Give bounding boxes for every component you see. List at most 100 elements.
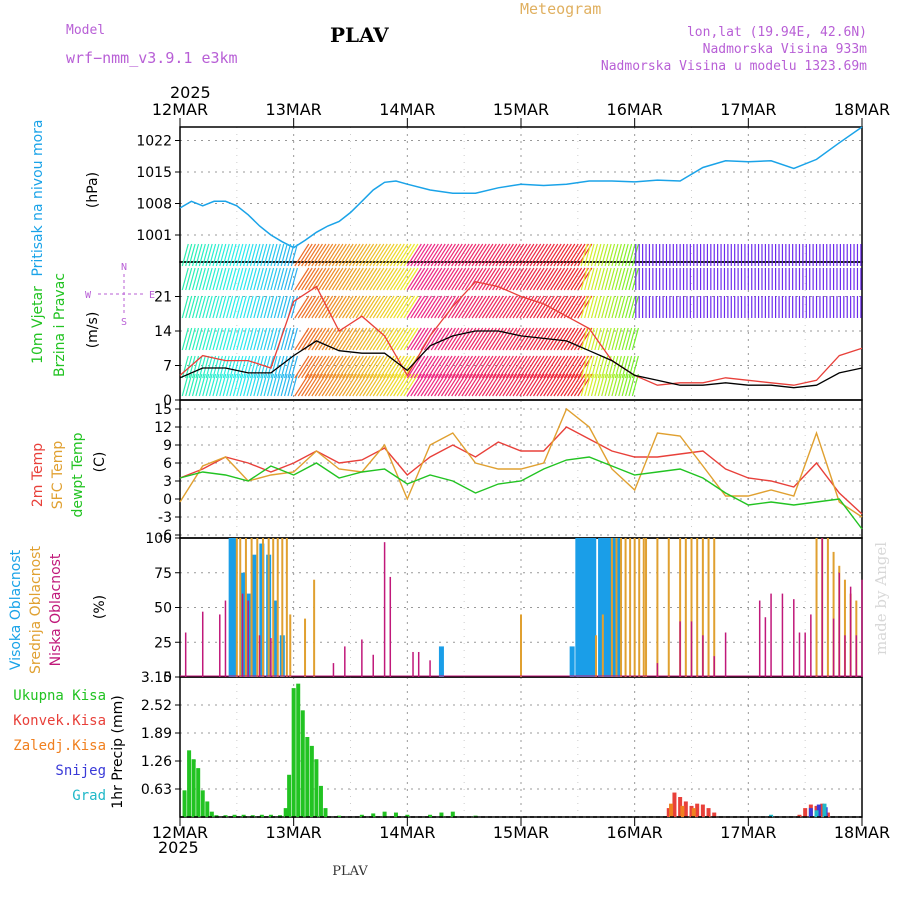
wind-barb bbox=[628, 243, 636, 267]
cloud-low-bar bbox=[764, 617, 767, 677]
wind-barb bbox=[597, 355, 605, 379]
precip-legend: Ukupna Kisa Konvek.Kisa Zaledj.Kisa Snij… bbox=[13, 688, 106, 804]
wind-barb bbox=[195, 355, 203, 379]
wind-barb bbox=[181, 295, 189, 319]
wind-barb bbox=[379, 267, 395, 291]
wind-barb bbox=[372, 243, 388, 267]
wind-speed-line bbox=[179, 330, 863, 389]
wind-barb bbox=[427, 267, 443, 291]
precip-total-bar bbox=[337, 815, 342, 817]
wind-barb bbox=[198, 373, 206, 397]
wind-barb bbox=[618, 295, 626, 319]
wind-barb bbox=[294, 267, 310, 291]
wind-barb bbox=[393, 243, 409, 267]
wind-barb bbox=[232, 267, 241, 291]
wind-barb bbox=[447, 267, 463, 291]
precip-conv-bar bbox=[672, 792, 677, 817]
wind-barb bbox=[355, 267, 371, 291]
wind-barb bbox=[263, 267, 271, 291]
wind-barb bbox=[556, 295, 572, 319]
compass-north: N bbox=[121, 262, 127, 273]
cloud-low-bar bbox=[184, 632, 187, 677]
wind-barb bbox=[249, 243, 258, 267]
wind-barb bbox=[222, 267, 230, 291]
wind-barb bbox=[335, 267, 351, 291]
wind-barb bbox=[212, 295, 220, 319]
precip-unit: (mm) bbox=[110, 695, 126, 733]
wind-barb bbox=[400, 267, 416, 291]
wind-barb bbox=[253, 327, 261, 351]
wind-barb bbox=[239, 373, 247, 397]
wind-barb bbox=[515, 295, 531, 319]
wind-barb bbox=[321, 243, 337, 267]
wind-barb bbox=[498, 267, 514, 291]
wind-barb bbox=[498, 327, 514, 351]
wind-barb bbox=[437, 295, 453, 319]
wind-ylabel-1: 10m Vjetar bbox=[30, 286, 46, 364]
wind-barb bbox=[277, 243, 285, 267]
precip-total-bar bbox=[196, 768, 201, 817]
wind-barb bbox=[301, 355, 317, 379]
wind-barb bbox=[379, 295, 395, 319]
wind-barb bbox=[594, 267, 602, 291]
wind-barb bbox=[570, 355, 586, 379]
wind-barb bbox=[352, 355, 368, 379]
wind-barb bbox=[273, 355, 281, 379]
wind-barb bbox=[526, 355, 542, 379]
wind-barb bbox=[311, 267, 327, 291]
wind-barb bbox=[481, 355, 497, 379]
wind-barb bbox=[239, 327, 247, 351]
wind-barb bbox=[338, 295, 354, 319]
wind-barb bbox=[434, 373, 450, 397]
wind-barb bbox=[526, 267, 542, 291]
wind-barb bbox=[283, 355, 292, 379]
wind-barb bbox=[597, 327, 605, 351]
cloud-mid-bar bbox=[667, 538, 670, 677]
wind-barb bbox=[529, 327, 545, 351]
wind-barb bbox=[403, 373, 419, 397]
cloud-high-bar bbox=[251, 554, 257, 677]
wind-barb bbox=[584, 243, 592, 267]
cloud-high-bar bbox=[578, 538, 584, 677]
wind-barb bbox=[301, 267, 317, 291]
wind-barb bbox=[270, 243, 278, 267]
wind-barb bbox=[232, 355, 241, 379]
wind-barb bbox=[444, 243, 460, 267]
wind-barb bbox=[471, 355, 487, 379]
wind-barb bbox=[519, 327, 535, 351]
wind-barb bbox=[359, 327, 375, 351]
wind-barb bbox=[379, 373, 395, 397]
cloud-low-bar bbox=[332, 663, 335, 677]
wind-barb bbox=[539, 355, 555, 379]
wind-barb bbox=[369, 327, 385, 351]
wind-barb bbox=[260, 267, 268, 291]
precip-total-bar bbox=[309, 745, 314, 817]
cloud-low-bar bbox=[372, 654, 374, 677]
wind-barb bbox=[331, 355, 347, 379]
x-tick-label-bottom: 15MAR bbox=[493, 823, 549, 842]
wind-barb bbox=[342, 355, 358, 379]
wind-barb bbox=[498, 295, 514, 319]
wind-barb bbox=[369, 355, 385, 379]
cloud-mid-bar bbox=[595, 635, 598, 677]
wind-barb bbox=[536, 373, 552, 397]
wind-barb bbox=[550, 373, 566, 397]
wind-barb bbox=[454, 295, 470, 319]
wind-barb bbox=[522, 327, 538, 351]
cloud-low-bar bbox=[793, 599, 795, 677]
wind-barb bbox=[236, 267, 244, 291]
wind-barb bbox=[253, 373, 261, 397]
y-tick-label: 1022 bbox=[136, 134, 172, 150]
wind-barb bbox=[475, 267, 491, 291]
wind-barb bbox=[457, 295, 473, 319]
cloud-mid-bar bbox=[610, 538, 613, 677]
wind-barb bbox=[202, 327, 210, 351]
pressure-ylabel: Pritisak na nivou mora bbox=[30, 119, 46, 276]
wind-barb bbox=[229, 355, 237, 379]
wind-barb bbox=[570, 373, 586, 397]
wind-barb bbox=[437, 243, 453, 267]
cloud-mid-bar bbox=[239, 538, 242, 677]
wind-barb bbox=[297, 373, 313, 397]
wind-barb bbox=[413, 267, 429, 291]
wind-barb bbox=[417, 267, 433, 291]
